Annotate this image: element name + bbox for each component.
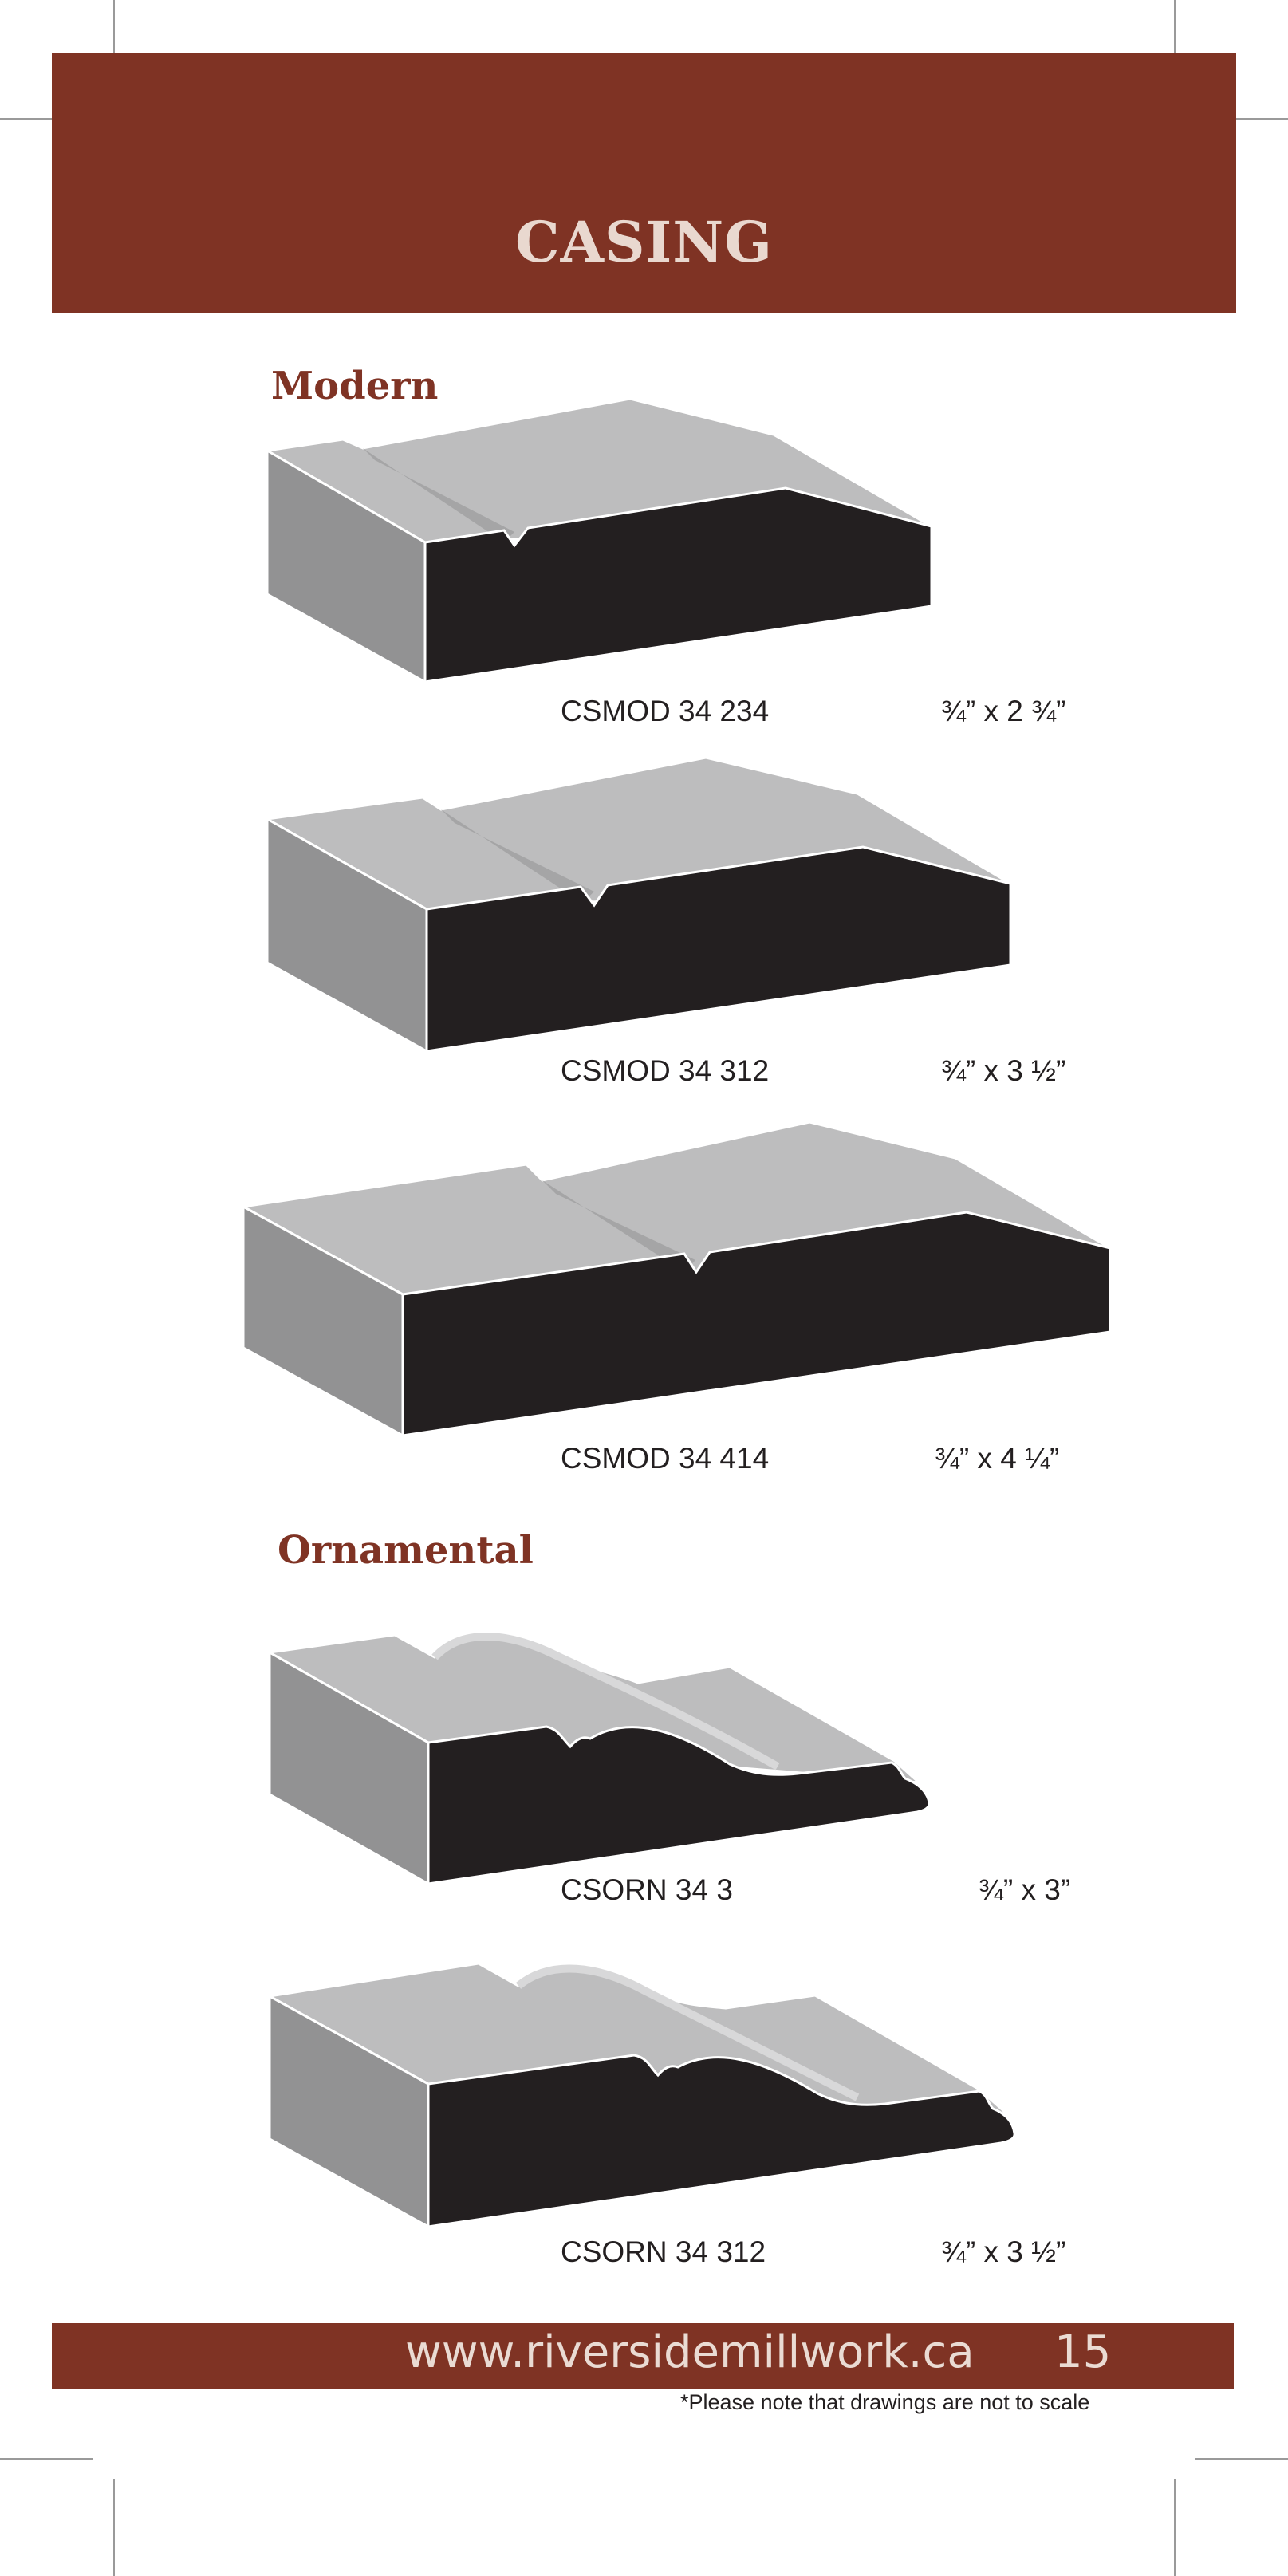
profile-groove: [363, 448, 514, 542]
product-size-label: ¾” x 2 ¾”: [941, 695, 1066, 727]
product-code-label: CSMOD 34 312: [561, 1054, 770, 1087]
product-size-label: ¾” x 3”: [979, 1873, 1071, 1906]
section-title-ornamental: Ornamental: [278, 1528, 534, 1573]
product-code-label: CSMOD 34 414: [561, 1442, 770, 1475]
product-size-label: ¾” x 4 ¼”: [935, 1442, 1060, 1475]
crop-mark-bottom-right-horizontal: [1195, 2458, 1288, 2460]
scale-disclaimer: *Please note that drawings are not to sc…: [680, 2390, 1090, 2414]
profile-end-face: [423, 486, 933, 683]
website-url[interactable]: www.riversidemillwork.ca: [405, 2326, 975, 2378]
page-number: 15: [1054, 2326, 1112, 2378]
section-title-modern: Modern: [271, 364, 439, 408]
crop-mark-bottom-right-vertical: [1174, 2479, 1176, 2576]
profile-molding-highlight: [515, 1964, 860, 2101]
product-size-label: ¾” x 3 ½”: [941, 1054, 1066, 1087]
profile-end-face: [401, 1211, 1112, 1437]
profile-end-face: [425, 845, 1012, 1053]
product-code-label: CSORN 34 312: [561, 2235, 766, 2268]
profile-end-face: [427, 1725, 931, 1885]
profile-end-face: [427, 2054, 1016, 2228]
crop-mark-top-left-vertical: [113, 0, 115, 97]
product-size-label: ¾” x 3 ½”: [941, 2235, 1066, 2268]
crop-mark-top-right-vertical: [1174, 0, 1176, 97]
page-title: CASING: [514, 209, 774, 275]
crop-mark-top-right-horizontal: [1195, 118, 1288, 120]
crop-mark-top-left-horizontal: [0, 118, 93, 120]
profile-molding-highlight: [431, 1633, 780, 1771]
product-code-label: CSMOD 34 234: [561, 695, 770, 727]
footer-band: [52, 2323, 1234, 2389]
profile-groove: [542, 1180, 695, 1272]
product-code-label: CSORN 34 3: [561, 1873, 733, 1906]
profile-groove: [441, 809, 594, 903]
crop-mark-bottom-left-vertical: [113, 2479, 115, 2576]
header-band: [52, 53, 1236, 313]
crop-mark-bottom-left-horizontal: [0, 2458, 93, 2460]
